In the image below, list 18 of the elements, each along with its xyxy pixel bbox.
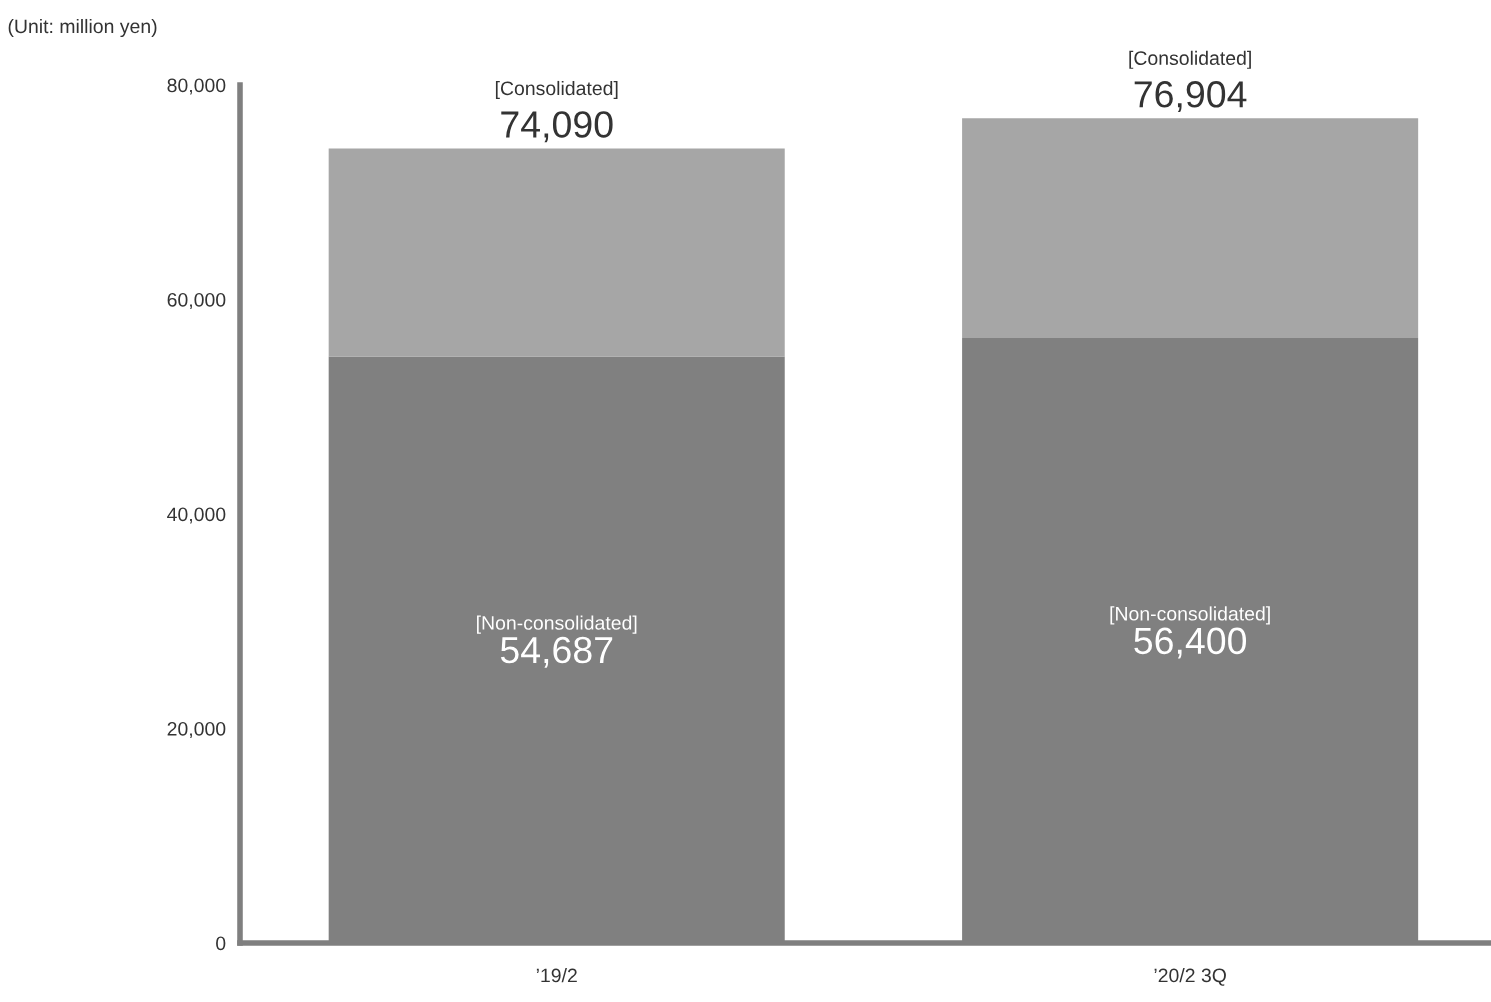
y-axis-title: (Unit: million yen): [8, 18, 157, 38]
bar: [962, 118, 1419, 339]
data-label: 54,687: [500, 636, 613, 668]
y-tick-label: 20,000: [167, 721, 226, 739]
total-label: 74,090: [501, 111, 613, 143]
x-tick-label: ’19/2: [536, 968, 577, 983]
text: [Consolidated]: [1129, 50, 1251, 69]
text: [Non-consolidated]: [1110, 606, 1270, 625]
data-label: 56,400: [1134, 627, 1247, 659]
y-tick-label: 60,000: [167, 292, 226, 310]
series-label: [Non-consolidated]: [477, 615, 637, 634]
text: [Consolidated]: [495, 80, 618, 100]
bar: [328, 148, 785, 357]
y-tick-label: 0: [216, 936, 226, 951]
y-tick-label: 40,000: [167, 507, 226, 524]
x-tick-label: ’20/2 3Q: [1154, 968, 1226, 986]
total-label: 76,904: [1134, 81, 1247, 112]
y-tick-label: 80,000: [167, 78, 226, 95]
